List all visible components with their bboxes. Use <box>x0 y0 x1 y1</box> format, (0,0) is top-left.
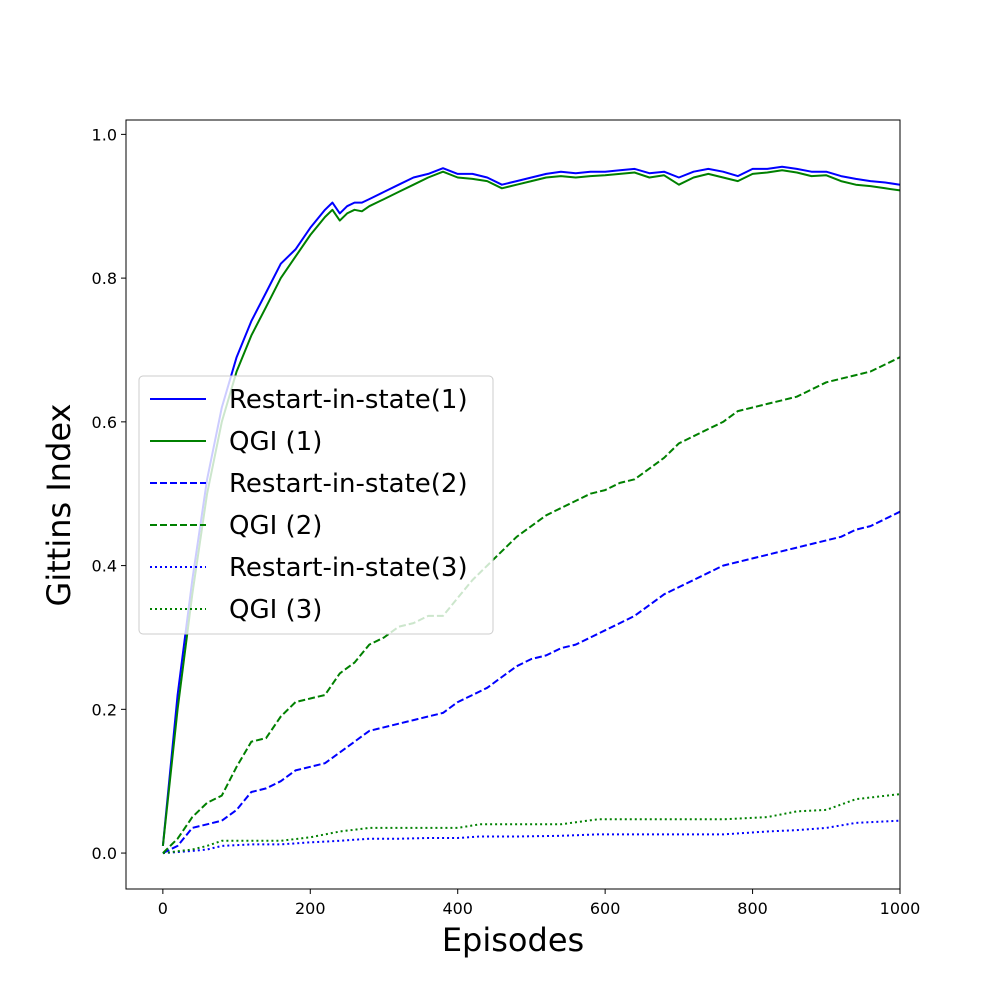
series-line-3 <box>162 510 901 854</box>
legend-box <box>138 375 494 635</box>
x-axis-title: Episodes <box>442 921 584 959</box>
x-tick-label: 600 <box>590 899 621 918</box>
series-line-2 <box>161 169 901 847</box>
legend-label: QGI (3) <box>229 595 322 625</box>
ticks-layer: 0 200 400 600 800 1000 0.0 0.2 0.4 0.6 0.8 1.0 <box>92 125 921 918</box>
x-tick-label: 1000 <box>880 899 921 918</box>
x-tick-label: 0 <box>158 899 168 918</box>
series-line-5 <box>162 819 901 855</box>
series-layer <box>161 165 901 855</box>
legend-label: QGI (2) <box>229 511 322 541</box>
y-tick-label: 0.0 <box>92 844 117 863</box>
legend-label: QGI (1) <box>229 427 322 457</box>
x-tick-label: 200 <box>295 899 326 918</box>
x-tick-label: 800 <box>737 899 768 918</box>
x-tick-label: 400 <box>442 899 473 918</box>
y-tick-label: 0.8 <box>92 269 117 288</box>
y-tick-label: 0.4 <box>92 557 117 576</box>
y-axis-title: Gittins Index <box>40 404 78 607</box>
y-tick-label: 1.0 <box>92 125 117 144</box>
series-line-1 <box>161 165 901 846</box>
legend: Restart-in-state(1) QGI (1) Restart-in-sta… <box>138 375 494 635</box>
series-line-4 <box>162 356 901 854</box>
y-tick-label: 0.2 <box>92 700 117 719</box>
plot-frame <box>125 119 901 890</box>
legend-label: Restart-in-state(1) <box>229 385 468 415</box>
legend-label: Restart-in-state(2) <box>229 469 468 499</box>
y-tick-label: 0.6 <box>92 413 117 432</box>
legend-label: Restart-in-state(3) <box>229 553 468 583</box>
